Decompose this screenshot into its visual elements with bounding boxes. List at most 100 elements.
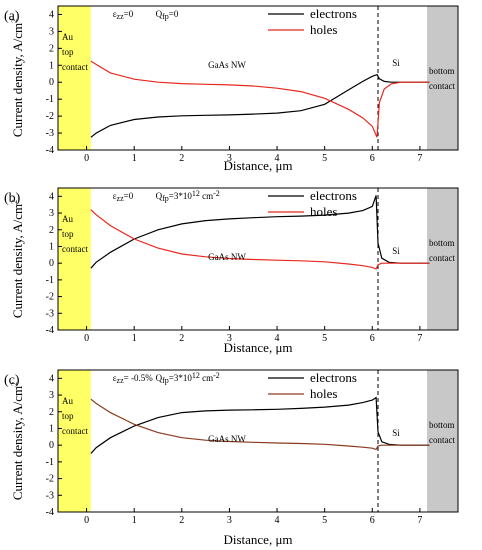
legend-label-holes: holes — [310, 22, 337, 37]
charge-exponent: 12 — [192, 371, 200, 380]
charge-annotation: Qfp=3*1012 cm-2 — [156, 189, 220, 203]
series-line-electrons — [90, 195, 430, 269]
x-tick-label: 4 — [275, 153, 280, 164]
plot-frame — [57, 369, 459, 513]
legend-label-holes: holes — [310, 204, 337, 219]
legend-label-electrons: electrons — [310, 188, 357, 203]
charge-exponent: 12 — [192, 189, 200, 198]
y-axis-title-text: Current density, A/cm — [10, 204, 25, 318]
strain-sub: zz — [117, 376, 125, 385]
y-tick-label: -2 — [46, 292, 54, 303]
bottom-contact-label: contact — [429, 81, 455, 91]
y-tick-label: -4 — [46, 145, 54, 156]
y-axis-title-sup: 2 — [10, 200, 19, 204]
nanowire-label: GaAs NW — [208, 252, 246, 262]
x-tick-label: 4 — [275, 515, 280, 526]
series-line-holes — [90, 60, 430, 138]
y-axis-title: Current density, A/cm2 — [10, 19, 25, 137]
y-tick-label: 2 — [49, 225, 54, 236]
x-tick-label: 3 — [227, 153, 232, 164]
y-tick-label: -1 — [46, 275, 54, 286]
y-tick-label: 0 — [49, 77, 54, 88]
legend-label-electrons: electrons — [310, 370, 357, 385]
charge-unit: cm — [200, 191, 213, 201]
plot-frame — [57, 5, 459, 151]
x-tick-label: 2 — [179, 153, 184, 164]
y-axis-title-sup: 2 — [10, 19, 19, 23]
y-tick-label: 3 — [49, 390, 54, 401]
x-tick-label: 3 — [227, 333, 232, 344]
bottom-contact-label: contact — [429, 253, 455, 263]
y-tick-label: 4 — [49, 9, 54, 20]
y-tick-label: -3 — [46, 308, 54, 319]
panel-label: (a) — [4, 9, 20, 24]
bottom-contact-region — [427, 6, 458, 150]
bottom-contact-label: bottom — [429, 238, 455, 248]
strain-symbol: ε — [113, 373, 117, 383]
x-tick-label: 5 — [322, 333, 327, 344]
x-tick-label: 4 — [275, 333, 280, 344]
charge-sub: fp — [162, 12, 169, 21]
x-axis-title: Distance, μm — [223, 158, 292, 173]
charge-annotation: Qfp=0 — [156, 9, 179, 21]
y-axis-title-text: Current density, A/cm — [10, 23, 25, 137]
bottom-contact-region — [427, 188, 458, 330]
series-line-holes — [90, 398, 430, 451]
x-tick-label: 0 — [84, 515, 89, 526]
au-contact-region — [58, 370, 91, 512]
x-tick-label: 5 — [322, 515, 327, 526]
plot-frame — [57, 187, 459, 331]
x-tick-label: 1 — [132, 333, 137, 344]
strain-sub: zz — [117, 194, 125, 203]
strain-symbol: ε — [113, 191, 117, 201]
si-label: Si — [392, 246, 400, 256]
x-tick-label: 6 — [370, 333, 375, 344]
charge-unit-exponent: -2 — [213, 371, 220, 380]
strain-annotation: εzz= -0.5% — [113, 373, 153, 385]
x-axis-title: Distance, μm — [223, 340, 292, 355]
y-axis-title: Current density, A/cm2 — [10, 382, 25, 500]
strain-annotation: εzz=0 — [113, 9, 134, 21]
series-line-holes — [90, 209, 430, 270]
y-tick-label: 1 — [49, 60, 54, 71]
x-tick-label: 2 — [179, 333, 184, 344]
y-tick-label: -2 — [46, 474, 54, 485]
y-tick-label: -1 — [46, 457, 54, 468]
series-line-electrons — [90, 73, 430, 138]
bottom-contact-region — [427, 370, 458, 512]
y-tick-label: -3 — [46, 490, 54, 501]
panel-label: (c) — [4, 373, 20, 388]
au-contact-label: contact — [62, 244, 88, 254]
si-label: Si — [392, 58, 400, 68]
y-axis-title: Current density, A/cm2 — [10, 200, 25, 318]
strain-value: =0 — [124, 191, 134, 201]
y-tick-label: 4 — [49, 373, 54, 384]
au-contact-label: Au — [62, 396, 73, 406]
y-axis-title-text: Current density, A/cm — [10, 386, 25, 500]
charge-symbol: Q — [156, 9, 163, 19]
y-tick-label: 1 — [49, 241, 54, 252]
y-tick-label: 1 — [49, 423, 54, 434]
y-tick-label: -2 — [46, 111, 54, 122]
y-tick-label: -4 — [46, 507, 54, 518]
y-tick-label: 2 — [49, 407, 54, 418]
charge-value: =0 — [169, 9, 179, 19]
legend-label-electrons: electrons — [310, 6, 357, 21]
strain-annotation: εzz=0 — [113, 191, 134, 203]
x-tick-label: 6 — [370, 153, 375, 164]
x-tick-label: 7 — [417, 515, 422, 526]
x-tick-label: 1 — [132, 153, 137, 164]
x-tick-label: 7 — [417, 333, 422, 344]
panel-label: (b) — [4, 191, 21, 206]
charge-unit-exponent: -2 — [213, 189, 220, 198]
y-tick-label: 0 — [49, 258, 54, 269]
x-tick-label: 3 — [227, 515, 232, 526]
y-tick-label: 4 — [49, 191, 54, 202]
series-line-electrons — [90, 396, 430, 454]
charge-value: =3*10 — [169, 373, 193, 383]
x-axis-title: Distance, μm — [223, 532, 292, 547]
